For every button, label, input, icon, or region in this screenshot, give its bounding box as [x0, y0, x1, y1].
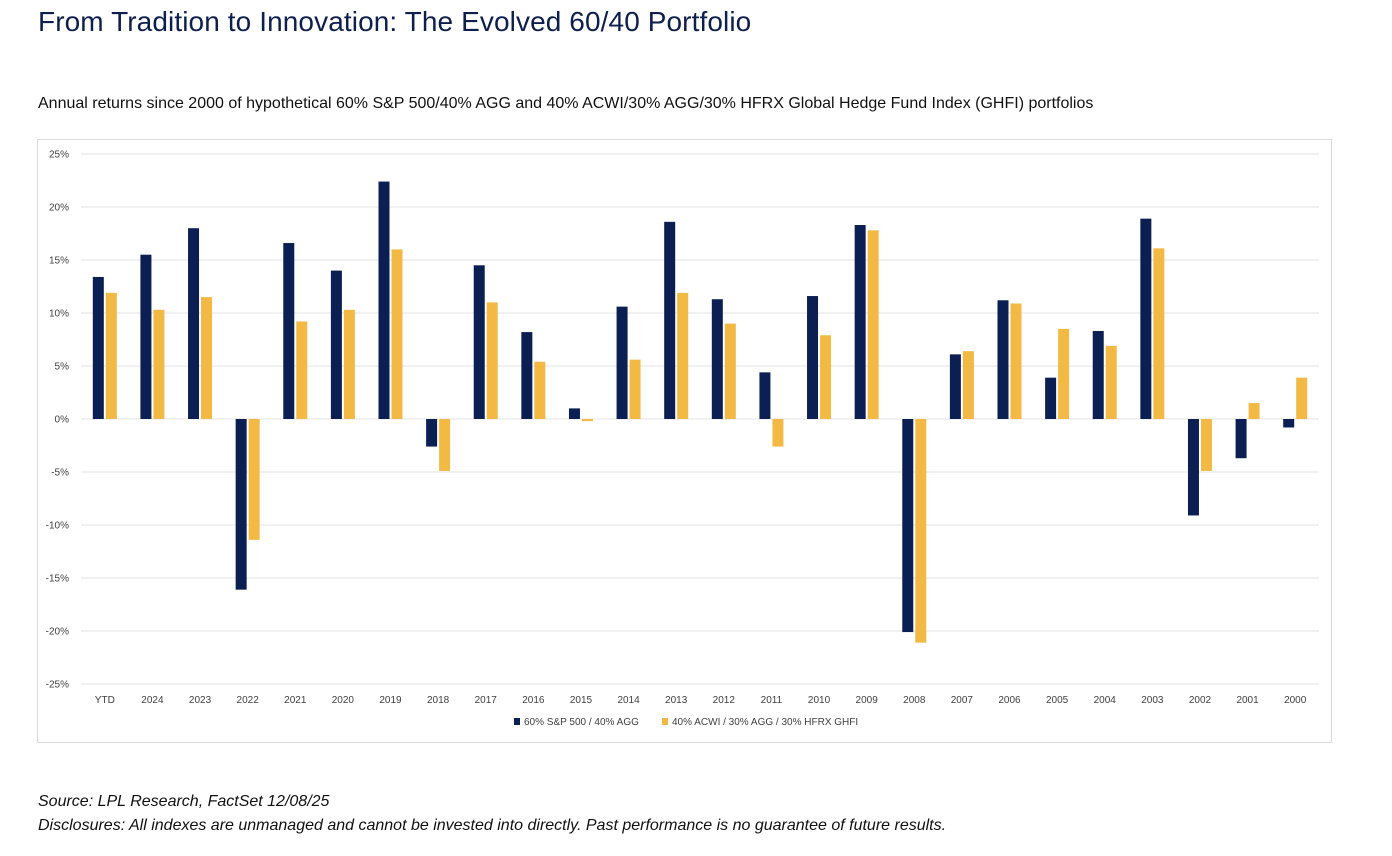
bar-series-1 [616, 306, 628, 419]
bar-series-1 [759, 372, 771, 419]
bar-series-1 [568, 408, 580, 419]
bar-series-2 [153, 309, 165, 419]
bar-series-1 [1283, 419, 1295, 428]
x-tick-label: 2023 [189, 695, 212, 706]
x-tick-label: 2003 [1141, 695, 1164, 706]
chart-area: 25% 20% 15% 10% 5% 0% -5% -10% -15% -20% -25% YTD 20… [37, 139, 1332, 743]
x-tick-label: 2014 [617, 695, 640, 706]
bar-series-2 [201, 297, 213, 419]
bar-series-2 [1058, 328, 1070, 419]
bar-series-2 [915, 419, 927, 643]
bar-series-1 [92, 276, 104, 419]
bar-series-1 [807, 296, 819, 419]
x-tick-label: YTD [95, 695, 115, 706]
x-tick-label: 2017 [475, 695, 498, 706]
bar-series-2 [962, 351, 974, 419]
bar-series-2 [867, 230, 879, 419]
bar-series-1 [1140, 218, 1152, 419]
x-tick-label: 2009 [856, 695, 879, 706]
bar-series-2 [248, 419, 260, 540]
legend-swatch [514, 718, 520, 725]
y-tick-label: -15% [46, 574, 69, 585]
chart-title: From Tradition to Innovation: The Evolve… [38, 6, 752, 37]
bar-series-2 [724, 323, 736, 419]
bar-series-2 [486, 302, 498, 419]
legend-label: 60% S&P 500 / 40% AGG [524, 717, 639, 728]
y-tick-label: 25% [49, 150, 69, 161]
y-tick-label: 15% [49, 256, 69, 267]
x-tick-label: 2018 [427, 695, 450, 706]
y-tick-label: -5% [51, 468, 69, 479]
x-tick-label: 2019 [379, 695, 402, 706]
x-tick-label: 2000 [1284, 695, 1307, 706]
y-tick-label: -10% [46, 521, 69, 532]
bar-series-2 [343, 309, 355, 419]
bar-series-1 [1045, 377, 1057, 419]
x-tick-label: 2002 [1189, 695, 1212, 706]
bar-series-2 [772, 419, 784, 447]
bar-series-1 [235, 419, 247, 590]
bar-series-1 [426, 419, 438, 447]
x-tick-label: 2001 [1236, 695, 1259, 706]
bar-series-1 [854, 225, 866, 419]
x-tick-label: 2021 [284, 695, 307, 706]
bar-series-1 [521, 332, 533, 419]
x-tick-label: 2013 [665, 695, 688, 706]
bar-series-2 [534, 361, 546, 419]
bar-series-1 [997, 300, 1009, 419]
bar-series-1 [949, 354, 961, 419]
bar-series-2 [1248, 403, 1260, 419]
bar-series-1 [378, 181, 390, 419]
bar-series-2 [439, 419, 451, 471]
x-tick-label: 2007 [951, 695, 974, 706]
bar-series-2 [1105, 345, 1117, 419]
bar-series-2 [1296, 377, 1308, 419]
bar-series-1 [188, 228, 200, 419]
x-tick-label: 2016 [522, 695, 545, 706]
y-tick-label: 10% [49, 309, 69, 320]
source-note: Source: LPL Research, FactSet 12/08/25 [38, 793, 330, 810]
bar-series-1 [140, 254, 152, 419]
disclosures-note: Disclosures: All indexes are unmanaged a… [38, 817, 947, 834]
bar-series-1 [473, 265, 485, 419]
x-tick-label: 2006 [998, 695, 1021, 706]
bar-series-2 [1200, 419, 1212, 471]
bar-series-2 [105, 292, 117, 419]
chart-subtitle: Annual returns since 2000 of hypothetica… [38, 95, 1094, 112]
legend-label: 40% ACWI / 30% AGG / 30% HFRX GHFI [672, 717, 858, 728]
y-tick-label: 0% [55, 415, 70, 426]
x-tick-label: 2022 [237, 695, 260, 706]
y-tick-label: -20% [46, 627, 69, 638]
bar-series-2 [820, 335, 832, 419]
y-tick-label: 5% [55, 362, 70, 373]
bar-series-1 [1235, 419, 1247, 459]
y-tick-label: -25% [46, 680, 69, 691]
x-tick-label: 2012 [713, 695, 736, 706]
x-tick-label: 2005 [1046, 695, 1069, 706]
bar-chart: 25% 20% 15% 10% 5% 0% -5% -10% -15% -20% -25% YTD 20… [46, 150, 1319, 728]
bar-series-2 [296, 321, 308, 419]
bar-series-2 [677, 292, 689, 419]
bar-series-1 [711, 299, 723, 419]
bar-series-2 [1153, 248, 1165, 419]
bar-series-2 [1010, 303, 1022, 419]
bar-series-1 [330, 270, 342, 419]
x-tick-label: 2010 [808, 695, 831, 706]
x-tick-label: 2024 [141, 695, 164, 706]
x-tick-label: 2008 [903, 695, 926, 706]
bar-series-1 [664, 221, 676, 419]
y-tick-label: 20% [49, 203, 69, 214]
bar-series-2 [581, 419, 593, 422]
legend-swatch [662, 718, 668, 725]
x-tick-label: 2015 [570, 695, 593, 706]
bar-series-1 [902, 419, 914, 633]
x-tick-label: 2004 [1094, 695, 1117, 706]
bar-series-2 [391, 249, 403, 419]
x-tick-label: 2020 [332, 695, 355, 706]
bar-series-1 [1092, 331, 1104, 419]
x-tick-label: 2011 [761, 695, 783, 706]
bar-series-1 [283, 243, 295, 419]
bar-series-2 [629, 359, 641, 419]
bar-series-1 [1187, 419, 1199, 516]
